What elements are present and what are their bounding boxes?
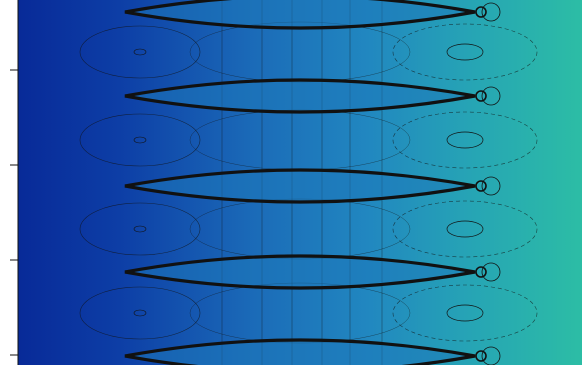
contour-right-outer <box>392 111 538 169</box>
contour-right-inner <box>446 304 484 322</box>
contour-right-outer <box>392 23 538 81</box>
contour-right-inner <box>446 43 484 61</box>
contour-right-outer <box>392 284 538 342</box>
contour-left-outer <box>79 25 201 79</box>
contour-left-inner <box>133 48 147 56</box>
lens-contour <box>124 254 476 290</box>
lens-tip-swirl-outer <box>481 262 501 282</box>
lens-tip-swirl-outer <box>481 176 501 196</box>
contour-right-outer <box>392 200 538 258</box>
lens-contours <box>124 0 501 365</box>
lens-contour <box>124 0 476 30</box>
lens-tip-swirl <box>475 90 487 102</box>
lens-contour <box>124 168 476 204</box>
contour-left-inner <box>133 309 147 317</box>
lens-contour <box>124 338 476 365</box>
contour-right-inner <box>446 131 484 149</box>
contour-left-outer <box>79 113 201 167</box>
contour-left-inner <box>133 225 147 233</box>
lens-tip-swirl <box>475 180 487 192</box>
contour-left-outer <box>79 286 201 340</box>
lens-contour <box>124 78 476 114</box>
lens-tip-swirl-outer <box>481 346 501 365</box>
contour-right-inner <box>446 220 484 238</box>
y-ticks <box>10 69 18 356</box>
contour-left-outer <box>79 202 201 256</box>
lens-tip-swirl <box>475 350 487 362</box>
lens-tip-swirl <box>475 266 487 278</box>
contour-left-inner <box>133 136 147 144</box>
lens-tip-swirl-outer <box>481 2 501 22</box>
lens-tip-swirl <box>475 6 487 18</box>
lens-tip-swirl-outer <box>481 86 501 106</box>
